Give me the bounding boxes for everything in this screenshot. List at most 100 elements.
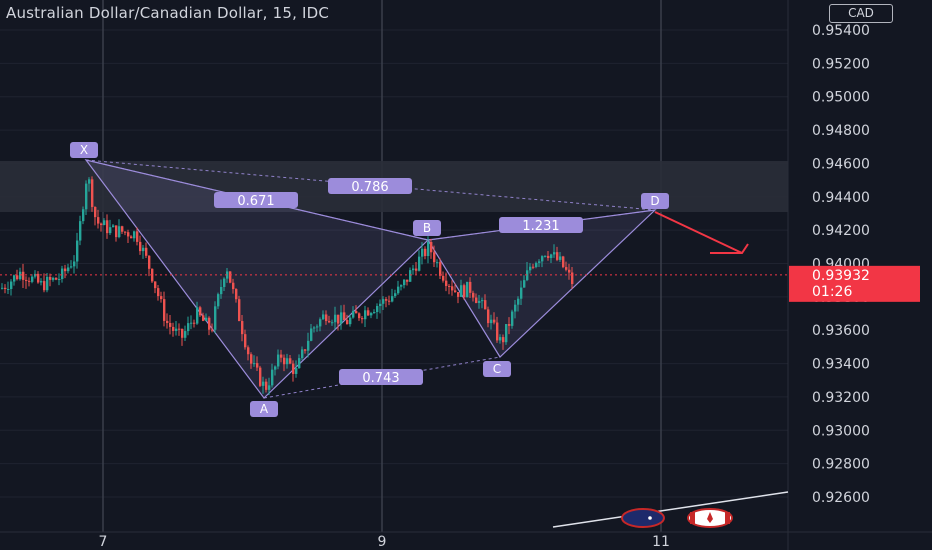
- candle-body: [259, 367, 262, 386]
- projection-arrow-shaft: [654, 211, 743, 254]
- candle-body: [304, 349, 307, 351]
- candle-body: [277, 354, 280, 367]
- candle-body: [364, 310, 367, 320]
- price-tick-label: 0.93000: [812, 423, 870, 439]
- candle-body: [64, 268, 67, 272]
- candle-body: [256, 363, 259, 368]
- candle-body: [397, 286, 400, 294]
- candle-body: [163, 299, 166, 321]
- candle-body: [4, 287, 7, 290]
- candle-body: [427, 242, 430, 257]
- candle-body: [292, 363, 295, 374]
- candle-body: [40, 281, 43, 283]
- candle-body: [463, 285, 466, 298]
- currency-button[interactable]: CAD: [829, 4, 893, 23]
- ratio-label-text: 1.231: [522, 219, 559, 234]
- trend-line: [552, 491, 789, 528]
- candle-body: [193, 322, 196, 324]
- candle-body: [97, 217, 100, 224]
- candle-body: [154, 281, 157, 289]
- current-price-value: 0.93932: [812, 268, 870, 284]
- candle-body: [442, 275, 445, 281]
- point-label-bg: [413, 220, 441, 236]
- candle-body: [73, 261, 76, 267]
- price-tick-label: 0.92800: [812, 457, 870, 473]
- candle-body: [346, 319, 349, 325]
- point-label-x: X: [70, 142, 98, 158]
- candle-body: [379, 303, 382, 307]
- candle-body: [340, 312, 343, 324]
- candle-body: [241, 321, 244, 335]
- price-tick-label: 0.95000: [812, 90, 870, 106]
- candle-body: [130, 236, 133, 239]
- candle-body: [211, 329, 214, 331]
- candle-body: [172, 326, 175, 331]
- time-tick-label: 11: [652, 534, 670, 550]
- candle-body: [25, 279, 28, 281]
- candles: [1, 176, 574, 396]
- point-label-text: D: [650, 194, 659, 208]
- candle-body: [409, 270, 412, 282]
- candle-body: [406, 279, 409, 282]
- candle-body: [538, 261, 541, 263]
- candle-body: [322, 314, 325, 320]
- candle-body: [160, 296, 163, 300]
- candle-body: [202, 315, 205, 321]
- candle-body: [334, 314, 337, 323]
- candle-body: [298, 358, 301, 369]
- candle-body: [550, 254, 553, 259]
- candle-body: [151, 268, 154, 282]
- candle-body: [178, 328, 181, 330]
- candle-body: [451, 286, 454, 291]
- candle-body: [289, 358, 292, 364]
- candle-body: [484, 300, 487, 310]
- candle-body: [175, 328, 178, 331]
- ca-flag-icon: [687, 508, 733, 528]
- candle-body: [421, 248, 424, 257]
- price-tick-label: 0.94400: [812, 190, 870, 206]
- candle-body: [118, 226, 121, 238]
- candle-body: [352, 311, 355, 318]
- candle-body: [391, 296, 394, 302]
- candle-body: [517, 298, 520, 305]
- candle-body: [541, 256, 544, 262]
- current-price-bg: [789, 265, 920, 302]
- price-tick-label: 0.93200: [812, 390, 870, 406]
- candle-body: [424, 248, 427, 257]
- point-label-text: A: [260, 402, 269, 416]
- price-tick-label: 0.94800: [812, 123, 870, 139]
- candle-body: [235, 289, 238, 300]
- candle-body: [115, 225, 118, 238]
- candle-body: [127, 232, 130, 237]
- price-tick-label: 0.92600: [812, 490, 870, 506]
- ratio-label-text: 0.743: [362, 371, 399, 386]
- candle-body: [301, 349, 304, 359]
- ratio-label-bg: [339, 369, 423, 385]
- candle-body: [295, 368, 298, 374]
- candle-body: [13, 275, 16, 282]
- ratio-label-text: 0.671: [237, 194, 274, 209]
- point-label-bg: [641, 193, 669, 209]
- candle-body: [472, 292, 475, 298]
- ratio-line-ac: [263, 356, 501, 399]
- candle-body: [214, 306, 217, 330]
- candle-body: [403, 279, 406, 286]
- candle-body: [22, 271, 25, 280]
- ratio-label-text: 0.786: [351, 180, 388, 195]
- candle-body: [430, 242, 433, 253]
- price-tick-label: 0.93600: [812, 323, 870, 339]
- candle-body: [544, 255, 547, 257]
- candle-body: [145, 247, 148, 256]
- candle-body: [487, 309, 490, 324]
- candle-body: [556, 252, 559, 260]
- candle-body: [217, 294, 220, 307]
- candle-body: [49, 276, 52, 280]
- candle-body: [415, 268, 418, 271]
- candle-body: [388, 300, 391, 302]
- candle-body: [331, 322, 334, 324]
- candle-body: [520, 287, 523, 299]
- candle-body: [43, 281, 46, 291]
- candle-body: [76, 240, 79, 262]
